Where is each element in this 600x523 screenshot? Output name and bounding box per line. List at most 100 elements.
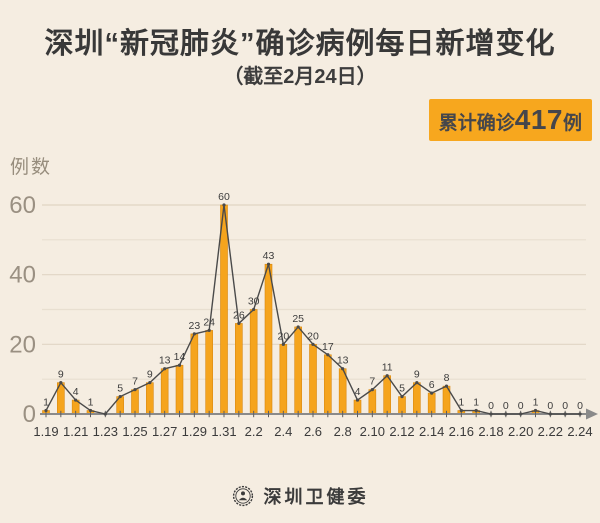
data-point-marker (578, 412, 582, 416)
value-label: 43 (263, 250, 275, 262)
bar (235, 323, 243, 415)
x-tick-label: 1.31 (211, 424, 236, 439)
trend-line (44, 203, 582, 416)
bar (368, 389, 377, 415)
data-point-marker (326, 353, 330, 357)
bar (279, 344, 288, 415)
value-label: 1 (458, 397, 464, 409)
bar (190, 333, 199, 415)
badge-number: 417 (514, 104, 563, 135)
axis-arrow-icon (586, 408, 598, 420)
value-label: 11 (382, 362, 393, 374)
x-tick-label: 2.4 (274, 424, 292, 439)
value-label: 26 (233, 309, 245, 321)
data-point-marker (103, 412, 107, 416)
bar (146, 382, 154, 415)
data-point-marker (563, 412, 567, 416)
y-axis-labels: 0 20 40 60 (9, 192, 36, 428)
value-label: 6 (429, 379, 435, 391)
bar (205, 330, 213, 415)
bar (309, 344, 317, 415)
y-tick-label: 20 (9, 331, 36, 358)
value-label: 7 (132, 376, 138, 388)
badge-suffix-text: 例 (562, 113, 582, 134)
bar (383, 375, 391, 415)
data-point-marker (74, 398, 78, 402)
x-tick-label: 2.22 (538, 424, 563, 439)
value-label: 5 (399, 383, 405, 395)
value-label: 30 (248, 296, 260, 308)
value-label: 4 (355, 386, 361, 398)
data-point-marker (44, 408, 48, 413)
y-tick-label: 60 (9, 192, 36, 219)
data-point-marker (281, 342, 285, 346)
value-label: 1 (473, 397, 479, 409)
health-commission-seal-icon (232, 485, 253, 507)
value-label: 20 (307, 330, 319, 342)
value-label: 4 (73, 386, 79, 398)
data-point-marker (400, 394, 404, 399)
page-title: 深圳“新冠肺炎”确诊病例每日新增变化 (44, 28, 556, 60)
bar (264, 263, 273, 415)
y-axis-title: 例数 (10, 157, 53, 178)
bar (175, 364, 184, 415)
bar (324, 354, 332, 415)
data-point-marker (474, 408, 478, 413)
value-label: 14 (174, 351, 186, 363)
value-label: 60 (218, 191, 230, 203)
data-point-marker (415, 381, 419, 385)
x-tick-label: 2.10 (360, 424, 385, 439)
x-tick-label: 2.8 (334, 424, 352, 439)
data-point-marker (385, 374, 389, 378)
bar (220, 204, 228, 415)
x-tick-label: 2.12 (389, 424, 414, 439)
value-label: 9 (414, 369, 420, 381)
data-point-marker (459, 408, 463, 413)
bar (249, 309, 258, 415)
data-point-marker (296, 325, 300, 329)
value-label: 25 (292, 313, 304, 325)
value-label: 20 (277, 330, 289, 342)
data-point-marker (222, 203, 226, 207)
bar (131, 389, 139, 415)
data-point-marker (341, 367, 345, 371)
data-point-marker (118, 394, 122, 399)
x-tick-label: 1.21 (63, 424, 88, 439)
value-label: 0 (503, 400, 509, 412)
x-tick-label: 2.6 (304, 424, 322, 439)
data-point-marker (59, 381, 63, 385)
data-point-marker (533, 408, 538, 413)
data-point-marker (489, 412, 493, 416)
data-point-marker (237, 321, 241, 326)
value-label: 5 (117, 383, 123, 395)
x-tick-label: 1.19 (33, 424, 58, 439)
data-point-marker (266, 262, 271, 266)
data-point-marker (311, 342, 315, 346)
data-point-marker (133, 388, 137, 392)
value-label: 13 (337, 355, 349, 367)
value-label: 9 (147, 369, 153, 381)
cumulative-total-badge: 累计确诊 417 例 (428, 99, 592, 141)
value-label: 13 (159, 355, 171, 367)
data-point-marker (444, 384, 449, 388)
value-label: 1 (533, 397, 539, 409)
x-tick-label: 1.23 (93, 424, 118, 439)
x-tick-label: 1.27 (152, 424, 177, 439)
bar (413, 382, 421, 415)
x-axis-labels: 1.19 1.21 1.23 1.25 1.27 1.29 1.31 2.2 2.4 2.6 2.8… (33, 424, 592, 439)
value-label: 7 (369, 376, 375, 388)
value-label: 0 (518, 400, 524, 412)
x-tick-label: 1.29 (182, 424, 207, 439)
value-label: 1 (43, 397, 49, 409)
data-point-marker (177, 363, 182, 367)
value-label: 8 (444, 372, 450, 384)
x-tick-label: 1.25 (122, 424, 147, 439)
value-label: 9 (58, 369, 64, 381)
x-tick-label: 2.16 (449, 424, 474, 439)
value-label: 0 (547, 400, 553, 412)
value-label: 24 (203, 316, 215, 328)
data-point-marker (355, 398, 360, 402)
x-tick-label: 2.2 (245, 424, 263, 439)
